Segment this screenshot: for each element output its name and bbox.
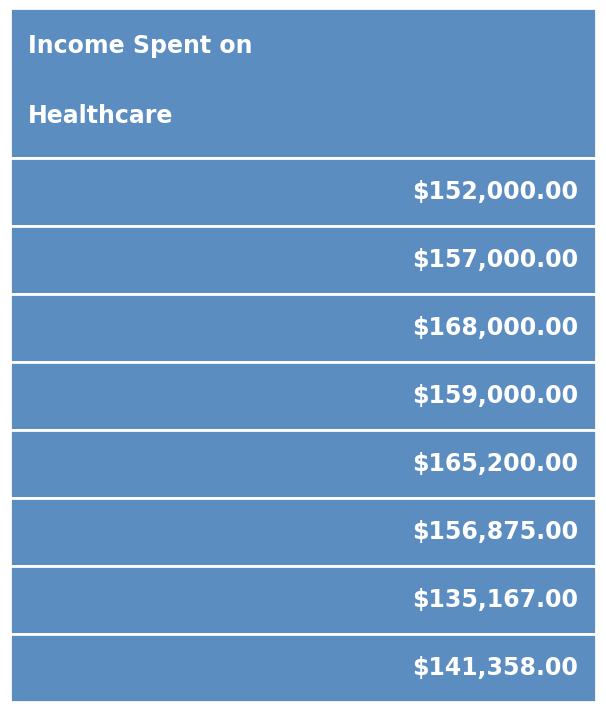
- Text: Healthcare: Healthcare: [28, 104, 173, 128]
- Bar: [10, 430, 596, 498]
- Text: $141,358.00: $141,358.00: [412, 656, 578, 680]
- Bar: [10, 566, 596, 634]
- Text: $165,200.00: $165,200.00: [412, 452, 578, 476]
- Text: $135,167.00: $135,167.00: [412, 588, 578, 612]
- Text: $168,000.00: $168,000.00: [412, 316, 578, 340]
- Text: $159,000.00: $159,000.00: [412, 384, 578, 408]
- Bar: [10, 498, 596, 566]
- Text: $152,000.00: $152,000.00: [412, 180, 578, 204]
- Text: Income Spent on: Income Spent on: [28, 34, 253, 58]
- Bar: [10, 226, 596, 294]
- Bar: [10, 634, 596, 702]
- Bar: [10, 158, 596, 226]
- Text: $156,875.00: $156,875.00: [412, 520, 578, 544]
- Bar: [10, 362, 596, 430]
- Text: $157,000.00: $157,000.00: [412, 248, 578, 272]
- Bar: [10, 294, 596, 362]
- Bar: [10, 8, 596, 158]
